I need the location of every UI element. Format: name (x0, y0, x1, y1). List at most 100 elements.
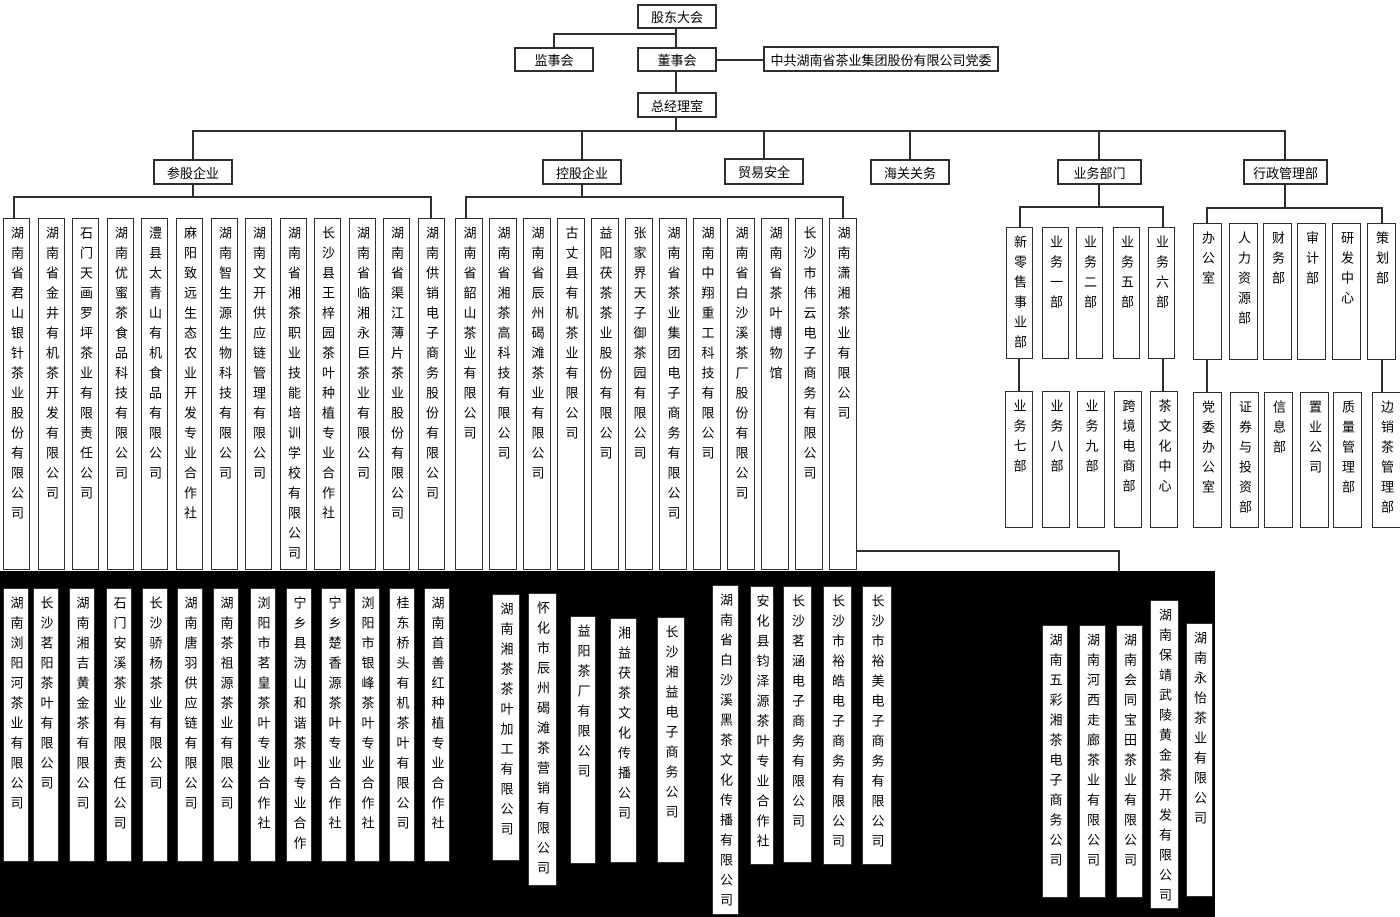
konggu-company-1: 湖南省韶山茶业有限公司 (455, 218, 483, 570)
company-name: 湖南供销电子商务股份有限公司 (424, 226, 439, 506)
admin-dept-4: 审计部 (1297, 223, 1326, 360)
konggu-company-6: 张家界天子御茶园有限公司 (625, 218, 653, 570)
connector-line (842, 196, 844, 218)
company-name: 湖南省临湘永巨茶业有限公司 (355, 226, 370, 486)
connector-line (1019, 206, 1164, 208)
admin-dept-r2-2: 证券与投资部 (1230, 392, 1259, 528)
company-name: 长沙市伟云电子商务有限公司 (801, 226, 817, 486)
business-dept-r2-5: 茶文化中心 (1150, 391, 1178, 528)
connector-line (909, 130, 911, 160)
node-label: 总经理室 (650, 98, 703, 114)
admin-dept-r2-3: 信息部 (1264, 392, 1293, 528)
subsidiary-d-4: 湖南保靖武陵黄金茶开发有限公司 (1150, 600, 1179, 909)
company-name: 益阳茶厂有限公司 (575, 624, 591, 784)
company-name: 湖南省渠江薄片茶业股份有限公司 (389, 226, 404, 526)
company-name: 财务部 (1270, 231, 1285, 291)
subsidiary-c-4: 长沙市裕皓电子商务有限公司 (823, 586, 852, 865)
company-name: 长沙县王梓园茶叶种植专业合作社 (320, 226, 335, 526)
canggu-company-13: 湖南供销电子商务股份有限公司 (418, 218, 445, 570)
admin-dept-r2-4: 置业公司 (1300, 392, 1329, 528)
company-name: 长沙市裕皓电子商务有限公司 (830, 594, 845, 854)
company-name: 湖南永怡茶业有限公司 (1192, 631, 1207, 831)
connector-line (1381, 207, 1383, 223)
company-name: 浏阳市茗皇茶叶专业合作社 (255, 596, 271, 836)
canggu-company-4: 湖南优蜜茶食品科技有限公司 (107, 218, 134, 570)
company-name: 茶文化中心 (1156, 399, 1172, 499)
company-name: 湖南省君山银针茶业股份有限公司 (9, 226, 24, 526)
business-dept-5: 业务六部 (1148, 227, 1175, 359)
connector-line (581, 184, 583, 197)
company-name: 业务一部 (1048, 235, 1063, 315)
company-name: 湖南优蜜茶食品科技有限公司 (113, 226, 128, 486)
business-dept-r2-3: 业务九部 (1077, 391, 1105, 528)
company-name: 策划部 (1374, 231, 1389, 291)
branch-business-depts: 业务部门 (1057, 159, 1142, 185)
business-dept-r2-2: 业务八部 (1042, 391, 1070, 528)
node-label: 中共湖南省茶业集团股份有限公司党委 (770, 52, 992, 68)
admin-dept-1: 办公室 (1193, 223, 1222, 360)
canggu-company-1: 湖南省君山银针茶业股份有限公司 (3, 218, 30, 570)
business-dept-4: 业务五部 (1113, 227, 1140, 359)
admin-dept-5: 研发中心 (1332, 223, 1361, 360)
connector-line (717, 59, 763, 61)
connector-line (1098, 130, 1100, 160)
company-name: 怀化市辰州碣滩茶营销有限公司 (535, 601, 550, 881)
branch-customs: 海关关务 (870, 159, 950, 185)
company-name: 党委办公室 (1200, 400, 1215, 500)
subsidiary-b-1: 湖南湘茶茶叶加工有限公司 (492, 594, 520, 861)
company-name: 湖南潇湘茶业有限公司 (835, 226, 851, 426)
subsidiary-a-11: 浏阳市银峰茶叶专业合作社 (354, 588, 380, 862)
subsidiary-a-6: 湖南唐羽供应链有限公司 (177, 588, 203, 862)
company-name: 跨境电商部 (1120, 399, 1136, 499)
company-name: 安化县钧泽源茶叶专业合作社 (754, 594, 770, 854)
company-name: 湖南浏阳河茶业有限公司 (8, 596, 24, 816)
business-dept-1: 新零售事业部 (1006, 227, 1033, 359)
company-name: 业务五部 (1119, 235, 1134, 315)
connector-line (13, 196, 432, 198)
company-name: 益阳茯茶茶业股份有限公司 (597, 226, 613, 466)
connector-line (13, 196, 15, 218)
company-name: 湖南湘吉黄金茶有限公司 (74, 596, 90, 816)
connector-line (1162, 206, 1164, 227)
subsidiary-b-3: 益阳茶厂有限公司 (570, 616, 596, 864)
admin-dept-3: 财务部 (1263, 223, 1292, 360)
subsidiary-c-3: 长沙茗涵电子商务有限公司 (783, 586, 812, 863)
node-party-committee: 中共湖南省茶业集团股份有限公司党委 (763, 46, 999, 72)
company-name: 湘益茯茶文化传播公司 (616, 626, 631, 826)
subsidiary-a-2: 长沙茗阳茶叶有限公司 (33, 588, 59, 862)
canggu-company-10: 长沙县王梓园茶叶种植专业合作社 (314, 218, 341, 570)
company-name: 湖南省湘茶职业技能培训学校有限公司 (286, 226, 301, 566)
company-name: 湖南五彩湘茶电子商务公司 (1047, 633, 1063, 873)
company-name: 研发中心 (1339, 231, 1354, 311)
company-name: 湖南省金井有机茶开发有限公司 (44, 226, 59, 506)
company-name: 置业公司 (1307, 400, 1322, 480)
company-name: 张家界天子御茶园有限公司 (631, 226, 647, 466)
connector-line (675, 72, 677, 92)
subsidiary-c-2: 安化县钧泽源茶叶专业合作社 (750, 586, 774, 865)
company-name: 业务二部 (1082, 235, 1097, 315)
connector-line (675, 29, 677, 48)
company-name: 湖南首善红种植专业合作社 (429, 596, 445, 836)
subsidiary-b-2: 怀化市辰州碣滩茶营销有限公司 (528, 593, 557, 886)
company-name: 业务八部 (1048, 399, 1064, 479)
canggu-company-5: 澧县太青山有机食品有限公司 (141, 218, 168, 570)
subsidiary-b-4: 湘益茯茶文化传播公司 (610, 618, 637, 863)
subsidiary-a-5: 长沙骄杨茶业有限公司 (142, 588, 168, 862)
company-name: 湖南省白沙溪茶厂股份有限公司 (733, 226, 749, 506)
company-name: 边销茶管理部 (1379, 400, 1394, 520)
canggu-company-12: 湖南省渠江薄片茶业股份有限公司 (383, 218, 410, 570)
company-name: 宁乡楚香源茶叶专业合作社 (326, 596, 342, 836)
konggu-company-12: 湖南潇湘茶业有限公司 (829, 218, 857, 570)
subsidiary-a-12: 桂东桥头有机茶叶有限公司 (389, 588, 415, 862)
connector-line (430, 196, 432, 218)
canggu-company-7: 湖南智生源生物科技有限公司 (211, 218, 238, 570)
subsidiary-a-13: 湖南首善红种植专业合作社 (424, 588, 450, 862)
company-name: 长沙骄杨茶业有限公司 (147, 596, 163, 796)
branch-label: 控股企业 (555, 165, 608, 181)
connector-line (192, 184, 194, 197)
connector-line (553, 33, 555, 48)
company-name: 业务九部 (1083, 399, 1099, 479)
canggu-company-3: 石门天画罗坪茶业有限责任公司 (72, 218, 99, 570)
connector-line (1019, 206, 1021, 227)
